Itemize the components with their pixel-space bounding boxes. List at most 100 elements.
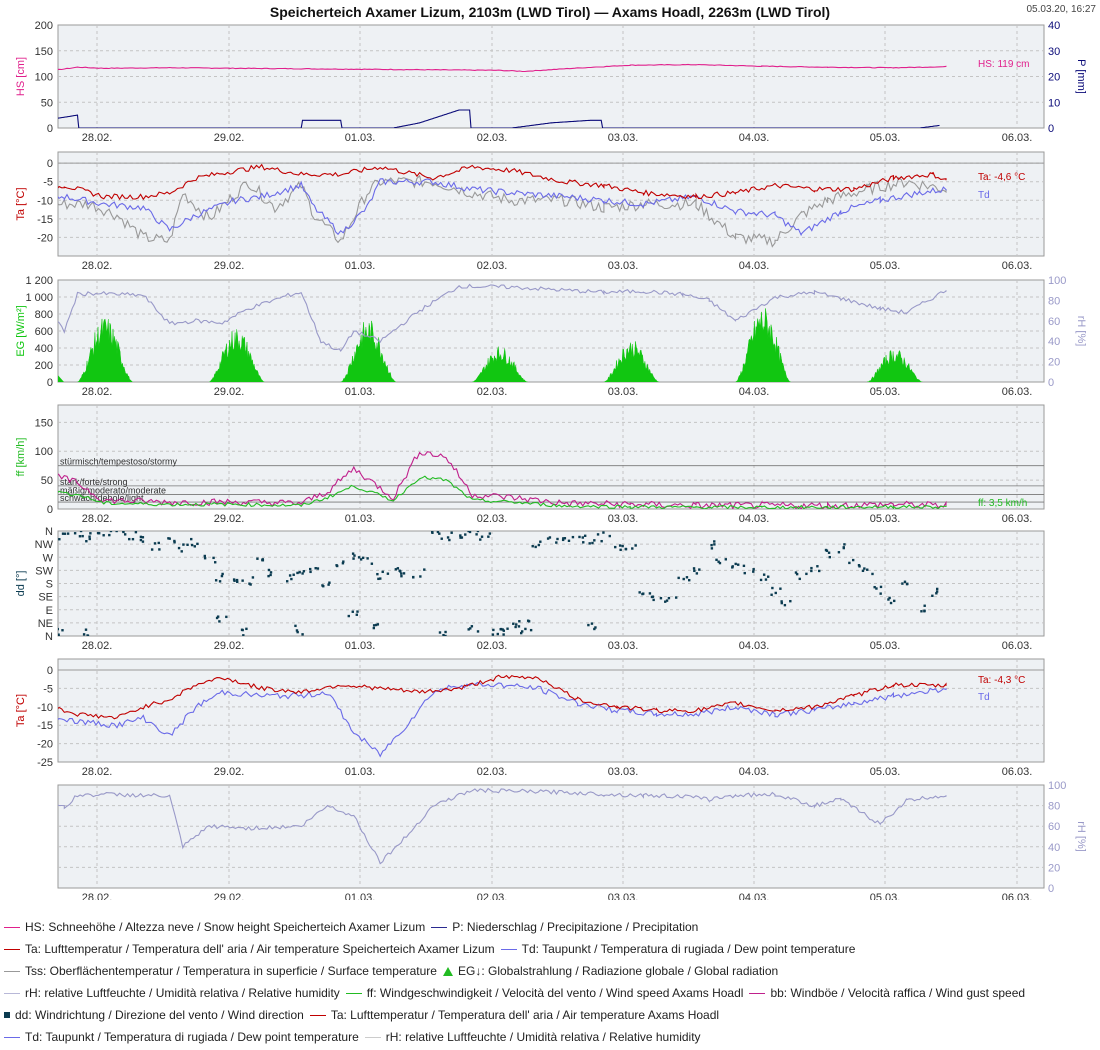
wind-direction-point <box>63 532 67 535</box>
snow-panel-x-tick-label: 01.03. <box>345 132 376 144</box>
legend-label: Ta: Lufttemperatur / Temperatura dell' a… <box>330 1008 720 1022</box>
wind-direction-point <box>419 575 422 578</box>
rh-hoadl-panel-x-tick-label: 04.03. <box>739 892 770 900</box>
legend-label: EG↓: Globalstrahlung / Radiazione global… <box>457 964 779 978</box>
wind-dir-panel-x-tick-label: 29.02. <box>214 640 245 652</box>
radiation-area-04.03. <box>735 308 791 382</box>
wind-direction-point <box>314 566 317 570</box>
rh-hoadl-panel-y2-tick-label: 60 <box>1048 821 1060 833</box>
rh-hoadl-line <box>58 787 947 865</box>
wind-direction-point <box>621 544 624 548</box>
wind-direction-point <box>177 546 181 550</box>
wind-direction-point <box>496 632 499 636</box>
radiation-panel-y-axis-label: EG [W/m²] <box>15 305 27 356</box>
wind-direction-point <box>593 539 596 542</box>
legend-swatch <box>4 1012 10 1018</box>
legend-label: bb: Windböe / Velocità raffica / Wind gu… <box>770 986 1026 1000</box>
snow-panel-y2-tick-label: 30 <box>1048 46 1060 58</box>
legend-item: Tss: Oberflächentemperatur / Temperatura… <box>4 964 437 978</box>
wind-direction-point <box>242 634 245 636</box>
wind-dir-panel-y-tick-label: SW <box>35 565 53 577</box>
radiation-area-01.03. <box>340 320 397 382</box>
radiation-area-28.02. <box>77 318 133 382</box>
radiation-area-start <box>58 375 64 382</box>
rh-hoadl-panel-x-tick-label: 28.02. <box>82 892 113 900</box>
wind-direction-point <box>935 590 939 593</box>
temp-lizum-panel-y-tick-label: -5 <box>43 177 53 189</box>
wind-direction-point <box>88 537 91 541</box>
radiation-panel-y2-axis-label: rH [%] <box>1075 316 1087 347</box>
wind-direction-point <box>467 628 470 631</box>
wind-direction-point <box>480 535 484 538</box>
legend-item: bb: Windböe / Velocità raffica / Wind gu… <box>749 986 1025 1000</box>
snow-panel-y-tick-label: 0 <box>47 123 53 135</box>
temp-lizum-panel-plot-area <box>57 151 1045 257</box>
wind-direction-point <box>762 573 766 576</box>
wind-direction-point <box>710 543 713 547</box>
wind-direction-point <box>399 570 402 573</box>
wind-direction-point <box>901 582 904 585</box>
wind-direction-point <box>651 595 655 598</box>
wind-direction-point <box>488 532 492 535</box>
legend-label: Td: Taupunkt / Temperatura di rugiada / … <box>25 1030 359 1044</box>
wind-direction-point <box>798 577 801 581</box>
snow-panel-y-axis-label: HS [cm] <box>15 57 27 96</box>
legend-item: EG↓: Globalstrahlung / Radiazione global… <box>442 964 779 978</box>
rh-hoadl-panel-x-tick-label: 29.02. <box>214 892 245 900</box>
wind-speed-panel-plot-area <box>57 404 1045 510</box>
wind-threshold-label: stürmisch/tempestoso/stormy <box>60 457 178 467</box>
wind-threshold-label: schwach/debole/light <box>60 493 144 503</box>
wind-direction-point <box>931 594 934 598</box>
wind-direction-point <box>269 571 273 574</box>
wind-direction-point <box>734 562 737 566</box>
wind-threshold-label: mäßig/moderato/moderate <box>60 486 166 496</box>
wind-direction-point <box>131 537 135 541</box>
legend-row: Tss: Oberflächentemperatur / Temperatura… <box>4 961 784 981</box>
legend-swatch <box>309 1014 326 1016</box>
legend-label: P: Niederschlag / Precipitazione / Preci… <box>452 920 699 934</box>
radiation-panel-x-tick-label: 03.03. <box>608 386 639 398</box>
rh-hoadl-panel-x-tick-label: 05.03. <box>870 892 901 900</box>
wind-speed-panel-x-tick-label: 06.03. <box>1002 513 1033 525</box>
wind-dir-panel-y-tick-label: N <box>45 526 53 538</box>
wind-direction-point <box>377 577 380 581</box>
radiation-panel-x-tick-label: 05.03. <box>870 386 901 398</box>
wind-direction-point <box>216 615 220 618</box>
legend-item: ff: Windgeschwindigkeit / Velocità del v… <box>345 986 743 1000</box>
wind-direction-point <box>805 572 808 576</box>
ta-hoadl-value-label: Ta: -4,3 °C <box>978 675 1025 686</box>
wind-direction-point <box>220 574 224 578</box>
wind-direction-point <box>795 572 799 576</box>
wind-direction-point <box>218 620 221 623</box>
wind-direction-point <box>225 615 228 619</box>
radiation-area-02.03. <box>472 346 528 382</box>
wind-direction-point <box>548 536 552 539</box>
wind-direction-point <box>935 587 939 591</box>
wind-direction-point <box>386 572 390 575</box>
legend-swatch <box>4 992 20 994</box>
td-hoadl-series-label: Td <box>978 692 990 703</box>
wind-speed-panel-y-tick-label: 50 <box>41 475 53 487</box>
wind-direction-point <box>682 577 685 581</box>
wind-direction-point <box>288 574 292 577</box>
wind-direction-point <box>731 565 734 568</box>
legend-swatch <box>749 992 766 994</box>
wind-direction-point <box>659 596 663 600</box>
wind-speed-panel-x-tick-label: 28.02. <box>82 513 113 525</box>
wind-direction-point <box>698 568 701 571</box>
temp-lizum-panel-y-tick-label: -15 <box>37 214 53 226</box>
wind-direction-point <box>717 560 720 563</box>
wind-direction-point <box>491 633 495 636</box>
wind-direction-point <box>715 558 718 562</box>
wind-direction-point <box>556 537 559 541</box>
wind-direction-point <box>634 544 637 547</box>
snow-panel-y-tick-label: 150 <box>35 46 53 58</box>
temp-lizum-panel-x-tick-label: 04.03. <box>739 260 770 272</box>
temp-hoadl-panel-y-tick-label: -20 <box>37 739 53 751</box>
wind-direction-point <box>608 534 611 538</box>
wind-direction-point <box>752 570 755 573</box>
wind-direction-point <box>537 543 541 547</box>
legend-swatch <box>442 966 453 976</box>
snow-panel-y-tick-label: 100 <box>35 72 53 84</box>
